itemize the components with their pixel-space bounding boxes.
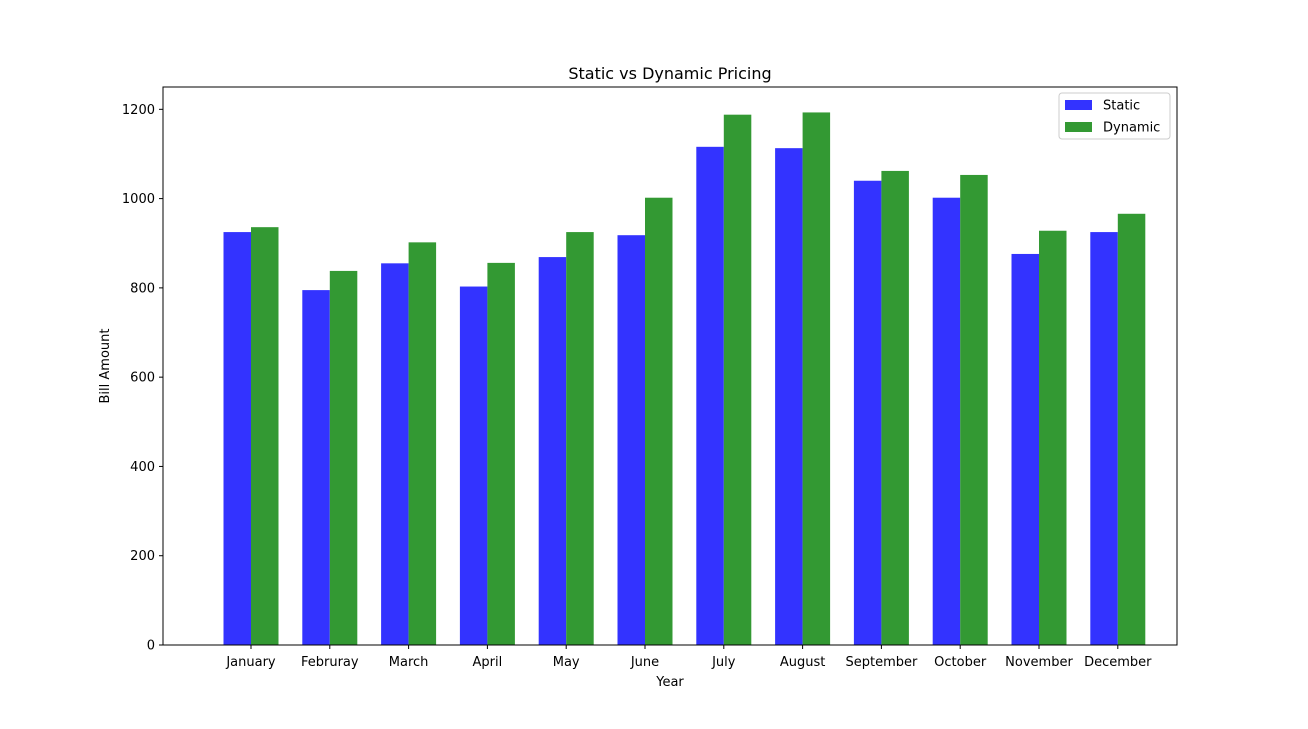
y-tick-label: 800	[130, 281, 155, 296]
bar-dynamic-october	[960, 174, 988, 645]
y-tick-label: 0	[147, 639, 155, 654]
bar-static-november	[1011, 253, 1039, 645]
y-tick-label: 400	[130, 460, 155, 475]
y-tick-label: 200	[130, 549, 155, 564]
bar-static-februray	[302, 290, 330, 645]
bar-dynamic-july	[723, 114, 752, 646]
y-tick-label: 1000	[122, 192, 155, 207]
bar-dynamic-may	[566, 232, 594, 645]
legend-swatch-dynamic	[1065, 122, 1092, 132]
bar-static-august	[775, 148, 803, 645]
bar-static-december	[1090, 232, 1118, 645]
legend: Static Dynamic	[1058, 92, 1171, 140]
x-tick-label: September	[845, 655, 918, 670]
x-tick-label: May	[553, 655, 580, 670]
bars-layer	[223, 112, 1146, 646]
bar-dynamic-september	[881, 170, 909, 646]
y-tick-label: 1200	[122, 103, 155, 118]
plot-frame	[162, 86, 1178, 646]
x-tick-label: January	[225, 655, 276, 670]
legend-label-dynamic: Dynamic	[1103, 121, 1160, 136]
bar-dynamic-march	[408, 242, 437, 645]
x-tick-label: June	[630, 655, 659, 670]
bar-dynamic-november	[1039, 230, 1067, 646]
bar-dynamic-februray	[329, 270, 358, 645]
bar-static-october	[932, 197, 961, 645]
bar-static-june	[617, 235, 645, 645]
x-tick-label: April	[473, 655, 503, 670]
bar-dynamic-august	[802, 112, 831, 645]
bar-dynamic-december	[1117, 213, 1146, 645]
x-tick-label: October	[934, 655, 987, 670]
x-tick-label: December	[1084, 655, 1152, 670]
x-tick-label: Februray	[301, 655, 359, 670]
x-tick-label: November	[1005, 655, 1073, 670]
chart-title: Static vs Dynamic Pricing	[568, 64, 771, 83]
axes-layer: 0 200 400 600 800 1000 1200 January Februray Marc…	[122, 86, 1178, 670]
bar-static-march	[381, 263, 409, 645]
legend-swatch-static	[1065, 100, 1092, 110]
y-tick-label: 600	[130, 371, 155, 386]
x-tick-label: March	[389, 655, 429, 670]
bar-static-september	[853, 180, 882, 646]
bar-dynamic-april	[487, 262, 515, 645]
x-tick-label: July	[711, 655, 736, 670]
x-tick-label: August	[780, 655, 826, 670]
legend-label-static: Static	[1103, 99, 1140, 114]
bar-dynamic-january	[251, 227, 279, 646]
bar-dynamic-june	[645, 197, 673, 645]
bar-static-july	[696, 146, 724, 645]
bar-static-may	[538, 257, 567, 645]
y-axis-label: Bill Amount	[98, 329, 113, 404]
x-axis-label: Year	[655, 675, 684, 690]
bar-static-january	[223, 232, 251, 645]
bar-static-april	[459, 286, 488, 645]
